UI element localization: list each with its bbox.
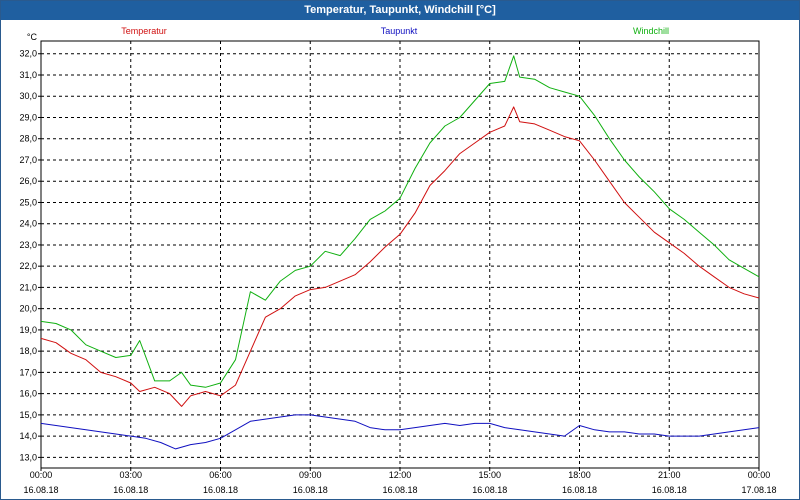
x-tick-label-time: 03:00: [119, 470, 142, 480]
y-tick-label: 22,0: [19, 261, 37, 271]
y-tick-label: 21,0: [19, 282, 37, 292]
series-line-taupunkt: [40, 414, 760, 450]
x-tick-label-time: 09:00: [299, 470, 322, 480]
y-tick-label: 27,0: [19, 155, 37, 165]
y-tick-label: 13,0: [19, 452, 37, 462]
legend-entry-windchill: Windchill: [633, 26, 669, 36]
y-tick-label: 32,0: [19, 49, 37, 59]
plot-frame: [40, 40, 760, 469]
x-tick-label-time: 18:00: [568, 470, 591, 480]
y-axis-label: °C: [27, 32, 38, 42]
legend-entry-taupunkt: Taupunkt: [381, 26, 418, 36]
y-tick-label: 24,0: [19, 219, 37, 229]
y-tick-label: 26,0: [19, 176, 37, 186]
x-tick-label-time: 21:00: [658, 470, 681, 480]
x-tick-label-date: 16.08.18: [562, 485, 597, 495]
line-chart: 13,0 14,0 15,0 16,0 17,0 18,0 19,0 20,0 21,0 22,0…: [19, 26, 776, 495]
x-tick-label-date: 16.08.18: [203, 485, 238, 495]
x-tick-label-time: 00:00: [30, 470, 53, 480]
x-tick-label-date: 16.08.18: [472, 485, 507, 495]
y-tick-label: 17,0: [19, 367, 37, 377]
y-tick-label: 16,0: [19, 389, 37, 399]
y-tick-label: 14,0: [19, 431, 37, 441]
y-tick-label: 29,0: [19, 112, 37, 122]
x-tick-label-time: 15:00: [478, 470, 501, 480]
y-tick-label: 18,0: [19, 346, 37, 356]
x-tick-label-time: 00:00: [748, 470, 771, 480]
series-line-temperatur: [40, 106, 760, 407]
x-tick-label-time: 06:00: [209, 470, 232, 480]
y-tick-label: 19,0: [19, 325, 37, 335]
y-tick-label: 31,0: [19, 70, 37, 80]
x-tick-label-date: 16.08.18: [382, 485, 417, 495]
y-tick-label: 28,0: [19, 134, 37, 144]
x-tick-label-date: 16.08.18: [293, 485, 328, 495]
x-tick-label-time: 12:00: [389, 470, 412, 480]
y-tick-label: 20,0: [19, 304, 37, 314]
y-tick-label: 23,0: [19, 240, 37, 250]
x-tick-label-date: 17.08.18: [741, 485, 776, 495]
x-tick-label-date: 16.08.18: [652, 485, 687, 495]
y-tick-label: 30,0: [19, 91, 37, 101]
y-tick-label: 15,0: [19, 410, 37, 420]
series-line-windchill: [40, 55, 760, 388]
legend-entry-temperatur: Temperatur: [121, 26, 167, 36]
window-title: Temperatur, Taupunkt, Windchill [°C]: [1, 1, 799, 20]
x-tick-label-date: 16.08.18: [113, 485, 148, 495]
y-tick-label: 25,0: [19, 197, 37, 207]
x-tick-label-date: 16.08.18: [23, 485, 58, 495]
